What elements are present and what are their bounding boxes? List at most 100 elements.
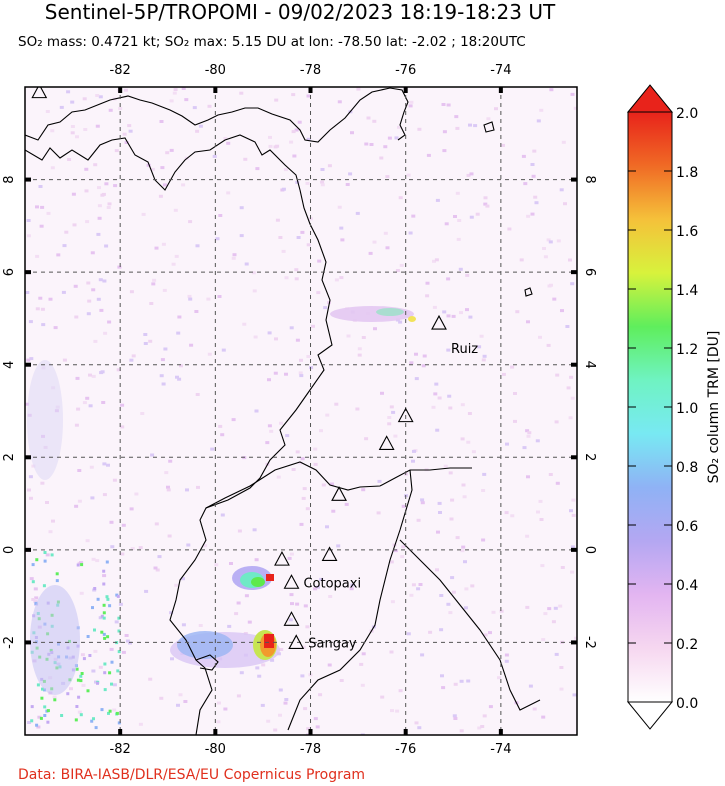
noise-pixel [141, 212, 146, 216]
noise-pixel [179, 364, 183, 368]
noise-pixel-coastal [31, 563, 35, 567]
noise-pixel [152, 278, 157, 282]
noise-pixel [305, 625, 310, 629]
noise-pixel [218, 214, 223, 217]
noise-pixel [300, 230, 305, 234]
noise-pixel [411, 459, 415, 463]
noise-pixel [81, 683, 86, 687]
noise-pixel [299, 522, 304, 526]
noise-pixel-coastal [108, 709, 112, 713]
noise-pixel [33, 600, 38, 603]
noise-pixel [290, 602, 294, 606]
noise-pixel [327, 164, 332, 168]
noise-pixel [554, 652, 559, 656]
noise-pixel [74, 504, 79, 508]
noise-pixel [39, 224, 44, 228]
noise-pixel [203, 544, 208, 548]
noise-pixel [185, 488, 189, 492]
noise-pixel [128, 129, 133, 133]
noise-pixel [278, 713, 282, 717]
noise-pixel [433, 392, 438, 396]
noise-pixel [29, 357, 34, 361]
noise-pixel [112, 683, 117, 687]
noise-pixel [359, 662, 364, 666]
noise-pixel [183, 700, 188, 703]
lat-tick-left [25, 640, 31, 645]
noise-pixel [491, 610, 496, 614]
lon-tick-bottom [118, 729, 123, 735]
noise-pixel [525, 605, 530, 609]
noise-pixel [299, 374, 304, 378]
so2-plumes [27, 306, 416, 695]
volcano-icon [397, 407, 414, 423]
noise-pixel-coastal [79, 674, 83, 678]
noise-pixel [376, 511, 381, 515]
noise-pixel [207, 104, 212, 108]
noise-pixel [425, 281, 430, 285]
noise-pixel [48, 530, 53, 534]
noise-pixel [306, 355, 311, 358]
noise-pixel [320, 183, 325, 187]
noise-pixel [80, 653, 85, 657]
noise-pixel [165, 151, 170, 155]
noise-pixel-coastal [102, 582, 106, 586]
noise-pixel [361, 652, 366, 656]
noise-pixel [398, 196, 403, 200]
noise-pixel [306, 137, 311, 141]
noise-pixel [504, 659, 509, 663]
western-noise-patch-2 [27, 360, 63, 480]
noise-pixel [287, 556, 292, 560]
map-title: Sentinel-5P/TROPOMI - 09/02/2023 18:19-1… [44, 0, 556, 24]
noise-pixel [227, 624, 232, 628]
noise-pixel [510, 514, 515, 518]
noise-pixel-coastal [92, 717, 95, 721]
noise-pixel [91, 669, 96, 673]
noise-pixel [130, 547, 135, 551]
noise-pixel [469, 215, 474, 219]
noise-pixel [488, 705, 493, 709]
noise-pixel [70, 100, 75, 104]
lat-tick-right [571, 547, 577, 552]
noise-pixel-coastal [116, 594, 120, 598]
lon-label-top: -82 [110, 63, 131, 78]
noise-pixel [480, 725, 485, 728]
noise-pixel [160, 358, 165, 362]
noise-pixel [239, 234, 244, 238]
noise-pixel [212, 154, 217, 158]
noise-pixel [101, 401, 106, 404]
noise-pixel [284, 372, 288, 376]
noise-pixel [174, 583, 179, 587]
noise-pixel [563, 202, 567, 206]
noise-pixel [449, 517, 454, 521]
noise-pixel [561, 140, 566, 144]
noise-pixel [134, 492, 139, 496]
noise-pixel-coastal [117, 721, 121, 725]
noise-pixel [64, 230, 69, 234]
noise-pixel [268, 135, 272, 139]
noise-pixel [300, 674, 305, 678]
colorbar-tick-label: 0.0 [676, 696, 698, 712]
noise-pixel-coastal [106, 635, 110, 639]
noise-pixel [551, 620, 556, 624]
noise-pixel [389, 405, 394, 409]
noise-pixel [127, 124, 132, 128]
sangay-plume-hot [264, 634, 274, 648]
noise-pixel [409, 361, 414, 365]
lon-tick-bottom [308, 729, 313, 735]
noise-pixel [159, 696, 164, 700]
noise-pixel [267, 378, 271, 382]
noise-pixel [305, 507, 310, 511]
noise-pixel [553, 606, 558, 610]
noise-pixel [525, 534, 530, 538]
noise-pixel [412, 449, 416, 453]
noise-pixel-coastal [102, 603, 106, 607]
noise-pixel [470, 584, 475, 588]
noise-pixel [29, 496, 33, 500]
noise-pixel [316, 291, 321, 295]
noise-pixel-coastal [46, 709, 50, 713]
noise-pixel-coastal [46, 720, 50, 724]
noise-pixel [102, 279, 107, 283]
noise-pixel [513, 419, 517, 423]
noise-pixel [122, 132, 127, 136]
